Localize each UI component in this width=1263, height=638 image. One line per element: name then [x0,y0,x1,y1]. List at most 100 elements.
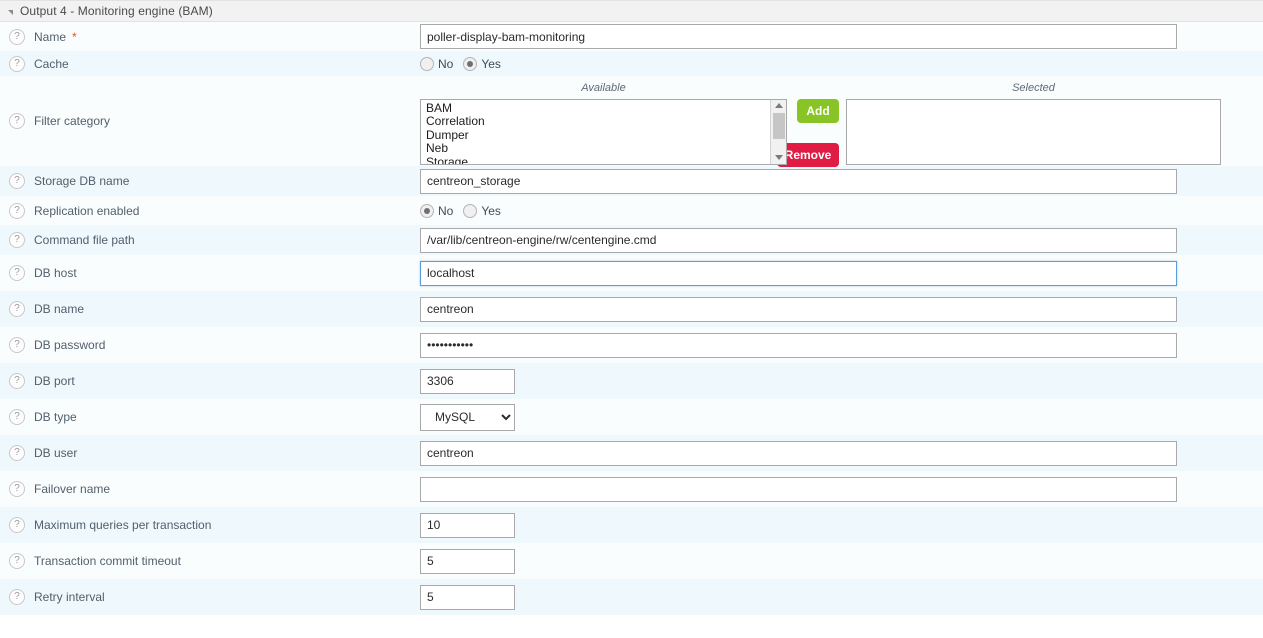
field-cell-retry-interval [420,584,1263,610]
form-row-db-user: ? DB user [0,435,1263,471]
help-icon[interactable]: ? [9,445,25,461]
scrollbar-thumb[interactable] [773,112,785,139]
name-input[interactable] [420,24,1177,49]
label-cell-cache: ? Cache [0,55,420,72]
help-icon[interactable]: ? [9,28,25,45]
field-cell-name [420,24,1263,49]
label-cell-failover-name: ? Failover name [0,481,420,497]
help-icon[interactable]: ? [9,173,25,189]
available-options[interactable]: BAM Correlation Dumper Neb Storage [421,100,771,165]
form-row-max-queries: ? Maximum queries per transaction [0,507,1263,543]
field-label-replication-enabled: Replication enabled [34,203,140,218]
commit-timeout-input[interactable] [420,548,515,574]
list-item[interactable]: Storage [426,154,469,165]
radio-dot-unchecked-icon[interactable] [420,56,434,71]
help-icon[interactable]: ? [9,481,25,497]
db-host-input[interactable] [420,260,1177,286]
form-row-db-type: ? DB type MySQL [0,399,1263,435]
max-queries-input[interactable] [420,512,515,538]
label-cell-name: ? Name * [0,28,420,45]
label-cell-commit-timeout: ? Transaction commit timeout [0,553,420,569]
list-item[interactable]: Neb [426,141,449,155]
form-row-db-name: ? DB name [0,291,1263,327]
form-row-failover-name: ? Failover name [0,471,1263,507]
help-icon[interactable]: ? [9,265,25,281]
cache-radio-group: No Yes [420,51,511,76]
field-cell-db-user [420,440,1263,466]
add-button[interactable]: Add [797,98,839,123]
label-cell-filter-category: ? Filter category [0,113,420,129]
help-icon[interactable]: ? [9,517,25,533]
replication-radio-no[interactable]: No [420,203,453,218]
cache-radio-yes[interactable]: Yes [463,56,501,71]
db-type-select[interactable]: MySQL [420,403,515,431]
help-icon[interactable]: ? [9,301,25,317]
radio-dot-unchecked-icon[interactable] [463,203,478,218]
remove-button[interactable]: Remove [777,142,839,167]
label-cell-db-port: ? DB port [0,373,420,389]
replication-radio-yes[interactable]: Yes [463,203,501,218]
section-header[interactable]: Output 4 - Monitoring engine (BAM) [0,0,1263,22]
field-label-command-file-path: Command file path [34,233,135,247]
cache-radio-no[interactable]: No [420,56,453,71]
field-label-retry-interval: Retry interval [34,590,105,604]
radio-dot-checked-icon[interactable] [420,203,434,218]
selected-listbox[interactable] [846,98,1221,165]
help-icon[interactable]: ? [9,232,25,248]
field-cell-db-type: MySQL [420,403,1263,431]
available-caption: Available [581,81,626,94]
label-cell-db-name: ? DB name [0,301,420,317]
scroll-down-arrow-icon[interactable] [775,154,783,160]
db-name-input[interactable] [420,296,1177,322]
form-row-name: ? Name * [0,22,1263,51]
field-label-db-name: DB name [34,302,85,316]
available-listbox[interactable]: BAM Correlation Dumper Neb Storage [420,98,787,165]
field-cell-storage-db-name [420,168,1263,194]
triangle-collapse-icon[interactable] [8,10,13,15]
field-label-db-type: DB type [34,410,77,424]
help-icon[interactable]: ? [9,55,25,72]
label-cell-max-queries: ? Maximum queries per transaction [0,517,420,533]
form-row-db-host: ? DB host [0,255,1263,291]
help-icon[interactable]: ? [9,113,25,129]
available-scrollbar[interactable] [770,99,786,164]
failover-name-input[interactable] [420,476,1177,502]
label-cell-db-password: ? DB password [0,337,420,353]
field-cell-filter-category: Available BAM Correlation Dumper Neb Sto… [420,76,1263,167]
field-cell-failover-name [420,476,1263,502]
form-row-retry-interval: ? Retry interval [0,579,1263,615]
section-title: Output 4 - Monitoring engine (BAM) [20,4,213,18]
field-label-commit-timeout: Transaction commit timeout [34,554,181,568]
help-icon[interactable]: ? [9,373,25,389]
field-cell-db-port [420,368,1263,394]
db-user-input[interactable] [420,440,1177,466]
replication-radio-yes-label: Yes [481,203,501,218]
help-icon[interactable]: ? [9,202,25,219]
retry-interval-input[interactable] [420,584,515,610]
form-row-db-port: ? DB port [0,363,1263,399]
replication-radio-group: No Yes [420,198,511,223]
list-item[interactable]: Dumper [426,127,469,142]
command-file-path-input[interactable] [420,227,1177,253]
field-cell-db-password [420,332,1263,358]
help-icon[interactable]: ? [9,589,25,605]
label-cell-command-file-path: ? Command file path [0,232,420,248]
field-cell-db-host [420,260,1263,286]
help-icon[interactable]: ? [9,553,25,569]
field-label-storage-db-name: Storage DB name [34,174,130,188]
list-item[interactable]: BAM [426,100,453,115]
db-port-input[interactable] [420,368,515,394]
scroll-up-arrow-icon[interactable] [774,102,783,108]
field-label-failover-name: Failover name [34,482,111,496]
label-cell-db-type: ? DB type [0,409,420,425]
radio-dot-checked-icon[interactable] [463,56,478,71]
selected-options[interactable] [847,100,1197,164]
label-cell-db-host: ? DB host [0,265,420,281]
field-label-cache: Cache [34,56,69,71]
help-icon[interactable]: ? [9,337,25,353]
storage-db-name-input[interactable] [420,168,1177,194]
db-password-input[interactable] [420,332,1177,358]
list-item[interactable]: Correlation [426,114,485,128]
help-icon[interactable]: ? [9,409,25,425]
